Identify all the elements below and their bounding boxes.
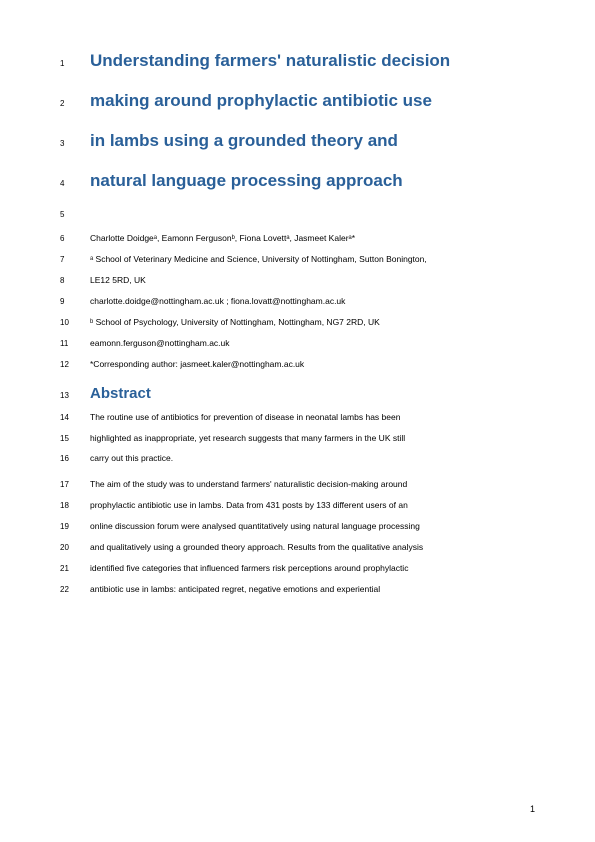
corresponding-line: 12 *Corresponding author: jasmeet.kaler@… <box>60 359 535 371</box>
line-number: 8 <box>60 276 90 285</box>
abstract-text: identified five categories that influenc… <box>90 563 408 575</box>
abstract-text: carry out this practice. <box>90 453 173 465</box>
line-number: 2 <box>60 99 90 108</box>
abstract-p2-line-4: 20 and qualitatively using a grounded th… <box>60 542 535 554</box>
email-b-line: 11 eamonn.ferguson@nottingham.ac.uk <box>60 338 535 350</box>
abstract-heading: Abstract <box>90 385 151 402</box>
abstract-text: antibiotic use in lambs: anticipated reg… <box>90 584 380 596</box>
abstract-p1-line-3: 16 carry out this practice. <box>60 453 535 465</box>
title-line-4: 4 natural language processing approach <box>60 170 535 192</box>
abstract-text: online discussion forum were analysed qu… <box>90 521 420 533</box>
affiliation-text: ᵃ School of Veterinary Medicine and Scie… <box>90 254 427 266</box>
line-number: 20 <box>60 543 90 552</box>
affiliation-a-line-2: 8 LE12 5RD, UK <box>60 275 535 287</box>
abstract-p1-line-2: 15 highlighted as inappropriate, yet res… <box>60 433 535 445</box>
abstract-text: prophylactic antibiotic use in lambs. Da… <box>90 500 408 512</box>
affiliation-a-line-1: 7 ᵃ School of Veterinary Medicine and Sc… <box>60 254 535 266</box>
title-text: Understanding farmers' naturalistic deci… <box>90 50 450 72</box>
abstract-p2-line-6: 22 antibiotic use in lambs: anticipated … <box>60 584 535 596</box>
title-text: in lambs using a grounded theory and <box>90 130 398 152</box>
blank-line: 5 <box>60 210 535 219</box>
authors-line: 6 Charlotte Doidgeᵃ, Eamonn Fergusonᵇ, F… <box>60 233 535 245</box>
title-text: making around prophylactic antibiotic us… <box>90 90 432 112</box>
line-number: 12 <box>60 360 90 369</box>
line-number: 17 <box>60 480 90 489</box>
line-number: 14 <box>60 413 90 422</box>
line-number: 16 <box>60 454 90 463</box>
page-number: 1 <box>530 804 535 814</box>
page-content: 1 Understanding farmers' naturalistic de… <box>0 0 595 645</box>
line-number: 9 <box>60 297 90 306</box>
authors-text: Charlotte Doidgeᵃ, Eamonn Fergusonᵇ, Fio… <box>90 233 355 245</box>
affiliation-b-line: 10 ᵇ School of Psychology, University of… <box>60 317 535 329</box>
line-number: 4 <box>60 179 90 188</box>
line-number: 6 <box>60 234 90 243</box>
abstract-p2-line-3: 19 online discussion forum were analysed… <box>60 521 535 533</box>
emails-a-line: 9 charlotte.doidge@nottingham.ac.uk ; fi… <box>60 296 535 308</box>
abstract-p2-line-1: 17 The aim of the study was to understan… <box>60 479 535 491</box>
abstract-p1-line-1: 14 The routine use of antibiotics for pr… <box>60 412 535 424</box>
abstract-p2-line-2: 18 prophylactic antibiotic use in lambs.… <box>60 500 535 512</box>
abstract-text: highlighted as inappropriate, yet resear… <box>90 433 405 445</box>
title-line-1: 1 Understanding farmers' naturalistic de… <box>60 50 535 72</box>
title-text: natural language processing approach <box>90 170 403 192</box>
abstract-text: and qualitatively using a grounded theor… <box>90 542 423 554</box>
title-line-2: 2 making around prophylactic antibiotic … <box>60 90 535 112</box>
line-number: 22 <box>60 585 90 594</box>
abstract-text: The aim of the study was to understand f… <box>90 479 407 491</box>
line-number: 18 <box>60 501 90 510</box>
abstract-text: The routine use of antibiotics for preve… <box>90 412 400 424</box>
affiliation-text: LE12 5RD, UK <box>90 275 146 287</box>
abstract-heading-line: 13 Abstract <box>60 385 535 402</box>
line-number: 13 <box>60 391 90 400</box>
email-text: eamonn.ferguson@nottingham.ac.uk <box>90 338 230 350</box>
line-number: 7 <box>60 255 90 264</box>
emails-text: charlotte.doidge@nottingham.ac.uk ; fion… <box>90 296 345 308</box>
line-number: 10 <box>60 318 90 327</box>
title-line-3: 3 in lambs using a grounded theory and <box>60 130 535 152</box>
affiliation-text: ᵇ School of Psychology, University of No… <box>90 317 380 329</box>
line-number: 11 <box>60 339 90 348</box>
line-number: 19 <box>60 522 90 531</box>
abstract-p2-line-5: 21 identified five categories that influ… <box>60 563 535 575</box>
line-number: 1 <box>60 59 90 68</box>
line-number: 5 <box>60 210 90 219</box>
line-number: 3 <box>60 139 90 148</box>
line-number: 21 <box>60 564 90 573</box>
line-number: 15 <box>60 434 90 443</box>
corresponding-text: *Corresponding author: jasmeet.kaler@not… <box>90 359 304 371</box>
